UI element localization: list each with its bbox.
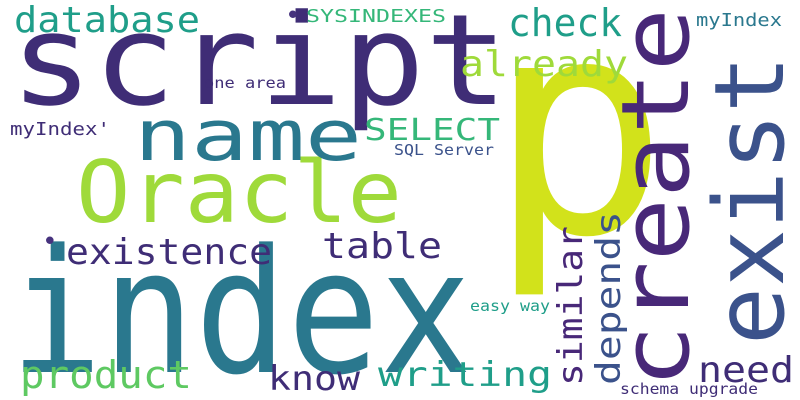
word-sql-server: SQL Server [394,141,494,159]
word-schema-upgrade: schema upgrade [620,380,758,398]
word-easy-way: easy way [470,297,550,315]
word-check: check [508,1,622,45]
word-product: product [20,353,192,397]
word-index: index [10,212,472,400]
word-know: know [268,359,361,399]
word-writing: writing [378,355,552,395]
word-one-area: one area [204,74,286,92]
word-depends: depends [589,211,629,385]
word-sysindexes: SYSINDEXES [306,6,446,27]
word-already: already [460,44,628,85]
word-myindex-quote: myIndex' [10,119,110,140]
word-similar: similar [551,226,591,386]
word-myindex-top: myIndex [696,10,782,31]
word-script: script [10,0,508,134]
word-create: create [602,8,711,388]
word-dot-mid: • [42,227,58,257]
word-table: table [322,226,442,267]
word-oracle: Oracle [76,143,402,243]
word-need: need [698,350,794,391]
word-p: p [488,0,669,303]
word-database: database [14,0,200,41]
word-dot-top: • [285,1,301,31]
word-select: SELECT [364,113,500,148]
word-exist: exist [694,55,800,345]
word-name: name [134,95,362,177]
word-existence: existence [66,232,272,273]
